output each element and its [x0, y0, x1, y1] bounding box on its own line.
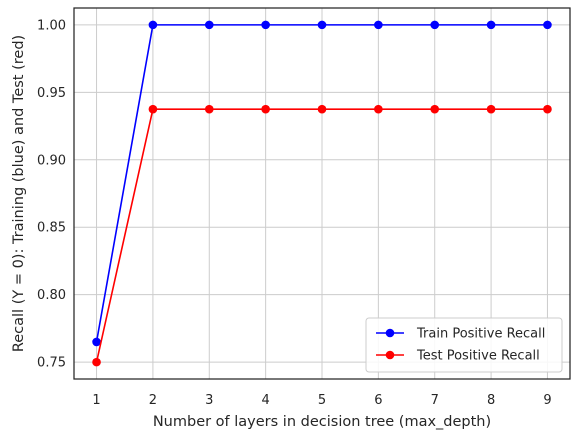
- legend-label: Test Positive Recall: [416, 349, 540, 364]
- legend-label: Train Positive Recall: [416, 327, 545, 342]
- data-point-test: [317, 104, 327, 114]
- x-tick-label: 9: [543, 393, 551, 408]
- data-point-test: [430, 104, 440, 114]
- x-axis-label: Number of layers in decision tree (max_d…: [153, 414, 491, 430]
- x-tick-label: 7: [431, 393, 439, 408]
- plot-frame: [73, 7, 571, 380]
- x-tick-label: 8: [487, 393, 495, 408]
- data-point-test: [148, 104, 158, 114]
- series-layer: [92, 20, 552, 367]
- y-axis-label: Recall (Y = 0): Training (blue) and Test…: [11, 35, 27, 352]
- legend-box: [365, 317, 563, 373]
- data-point-train: [261, 20, 270, 30]
- data-point-train: [204, 20, 214, 30]
- data-point-train: [543, 20, 552, 30]
- y-tick-label: 0.80: [37, 288, 66, 303]
- x-tick-label: 5: [318, 393, 326, 408]
- x-tick-label: 4: [261, 393, 269, 408]
- legend: Train Positive Recall Test Positive Recal…: [365, 317, 563, 373]
- data-point-test: [543, 104, 552, 114]
- x-tick-label: 2: [149, 393, 157, 408]
- x-tick-label: 6: [374, 393, 382, 408]
- data-point-test: [204, 104, 214, 114]
- x-axis-ticks: 1 2 3 4 5 6 7 8 9: [92, 393, 551, 408]
- y-tick-label: 0.85: [37, 221, 66, 236]
- y-tick-label: 0.75: [37, 356, 66, 371]
- data-point-train: [374, 20, 383, 30]
- y-tick-label: 0.90: [37, 153, 66, 168]
- data-point-train: [317, 20, 327, 30]
- y-tick-label: 1.00: [37, 18, 66, 33]
- data-point-train: [486, 20, 496, 30]
- data-point-train: [92, 337, 101, 347]
- data-point-test: [374, 104, 383, 114]
- legend-swatch-marker: [385, 328, 395, 338]
- x-tick-label: 3: [205, 393, 213, 408]
- data-point-train: [430, 20, 440, 30]
- data-point-test: [486, 104, 496, 114]
- y-tick-label: 0.95: [37, 86, 66, 101]
- data-point-test: [261, 104, 270, 114]
- data-point-train: [148, 20, 158, 30]
- y-axis-ticks: 0.75 0.80 0.85 0.90 0.95 1.00: [37, 18, 66, 370]
- legend-swatch-marker: [385, 350, 395, 360]
- x-tick-label: 1: [92, 393, 100, 408]
- data-point-test: [92, 357, 101, 367]
